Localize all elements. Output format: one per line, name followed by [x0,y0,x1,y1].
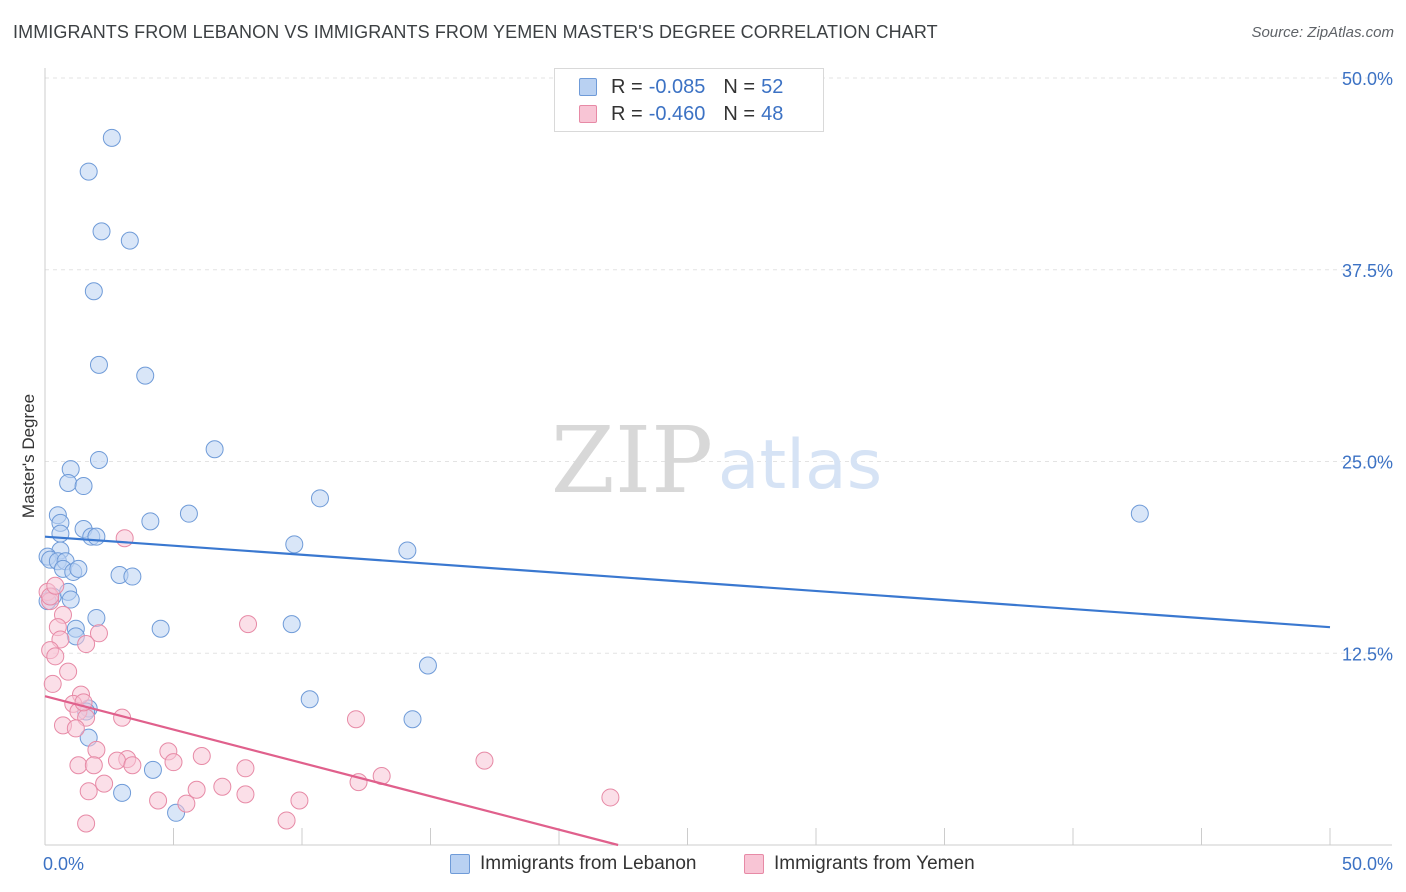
point-lebanon [1130,504,1149,523]
legend-r-value-lebanon: -0.085 [648,75,706,98]
bottom-legend-yemen: Immigrants from Yemen [744,852,975,876]
point-yemen [290,791,309,810]
point-lebanon [51,524,70,543]
grid [45,77,1392,654]
point-yemen [59,662,78,681]
trend-line-yemen [44,695,619,847]
point-lebanon [151,619,170,638]
point-yemen [69,756,88,775]
y-tick-label: 37.5% [1342,261,1393,281]
watermark-zip: ZIP [551,407,713,514]
point-lebanon [74,477,93,496]
legend-swatch-yemen [579,105,597,123]
point-lebanon [282,615,301,634]
point-yemen [79,782,98,801]
point-lebanon [87,527,106,546]
data-points [38,128,1149,833]
bottom-legend-swatch-yemen [744,854,764,874]
point-lebanon [79,162,98,181]
point-yemen [77,814,96,833]
legend-row-yemen: R = -0.460 N = 48 [579,102,783,126]
point-lebanon [300,690,319,709]
tick-labels: 12.5% 25.0% 37.5% 50.0% 0.0% 50.0% [43,69,1393,874]
point-lebanon [310,489,329,508]
point-yemen [77,635,96,654]
y-tick-label: 50.0% [1342,69,1393,89]
y-tick-label: 12.5% [1342,644,1393,664]
point-lebanon [398,541,417,560]
point-yemen [89,624,108,643]
point-yemen [475,751,494,770]
x-tick-label-max: 50.0% [1342,854,1393,874]
point-lebanon [92,222,111,241]
trend-lines [44,535,1331,847]
bottom-legend-label-lebanon: Immigrants from Lebanon [480,853,697,874]
legend-n-value-yemen: 48 [761,102,784,125]
point-yemen [149,791,168,810]
point-yemen [87,740,106,759]
point-lebanon [205,440,224,459]
y-tick-label: 25.0% [1342,453,1393,473]
point-yemen [236,759,255,778]
point-yemen [187,780,206,799]
legend-n-label: N = [723,102,756,125]
legend-r-label: R = [611,75,643,98]
y-axis-title: Master's Degree [19,394,38,518]
point-lebanon [141,512,160,531]
point-yemen [115,529,134,548]
legend-row-lebanon: R = -0.085 N = 52 [579,75,783,99]
trend-line-lebanon [44,535,1331,629]
chart-title: IMMIGRANTS FROM LEBANON VS IMMIGRANTS FR… [13,22,938,42]
point-lebanon [102,128,121,147]
source-label: Source: ZipAtlas.com [1251,24,1394,41]
point-yemen [239,615,258,634]
point-lebanon [89,450,108,469]
legend-swatch-lebanon [579,78,597,96]
point-lebanon [61,590,80,609]
correlation-legend: R = -0.085 N = 52 R = -0.460 N = 48 [554,68,824,132]
point-lebanon [403,710,422,729]
watermark-atlas: atlas [718,426,882,505]
point-yemen [107,751,126,770]
point-lebanon [285,535,304,554]
point-yemen [164,753,183,772]
point-yemen [84,756,103,775]
point-lebanon [87,608,106,627]
bottom-legend-swatch-lebanon [450,854,470,874]
point-lebanon [59,473,78,492]
legend-r-value-yemen: -0.460 [648,102,706,125]
point-lebanon [136,366,155,385]
point-yemen [95,774,114,793]
point-yemen [43,674,62,693]
point-yemen [213,777,232,796]
point-yemen [277,811,296,830]
point-lebanon [113,783,132,802]
point-yemen [66,719,85,738]
point-yemen [192,747,211,766]
point-yemen [601,788,620,807]
point-yemen [46,647,65,666]
watermark: ZIP atlas [551,407,882,514]
point-lebanon [418,656,437,675]
point-lebanon [69,559,88,578]
point-yemen [346,710,365,729]
point-yemen [123,756,142,775]
bottom-legend-lebanon: Immigrants from Lebanon [450,852,697,876]
axes [44,68,1392,846]
point-lebanon [143,760,162,779]
bottom-legend-label-yemen: Immigrants from Yemen [774,853,975,874]
legend-n-label: N = [723,75,756,98]
legend-r-label: R = [611,102,643,125]
x-tick-label-min: 0.0% [43,854,84,874]
point-lebanon [84,282,103,301]
point-yemen [177,794,196,813]
point-yemen [46,576,65,595]
legend-n-value-lebanon: 52 [761,75,784,98]
point-lebanon [89,355,108,374]
point-lebanon [123,567,142,586]
point-lebanon [179,504,198,523]
point-lebanon [120,231,139,250]
point-yemen [236,785,255,804]
